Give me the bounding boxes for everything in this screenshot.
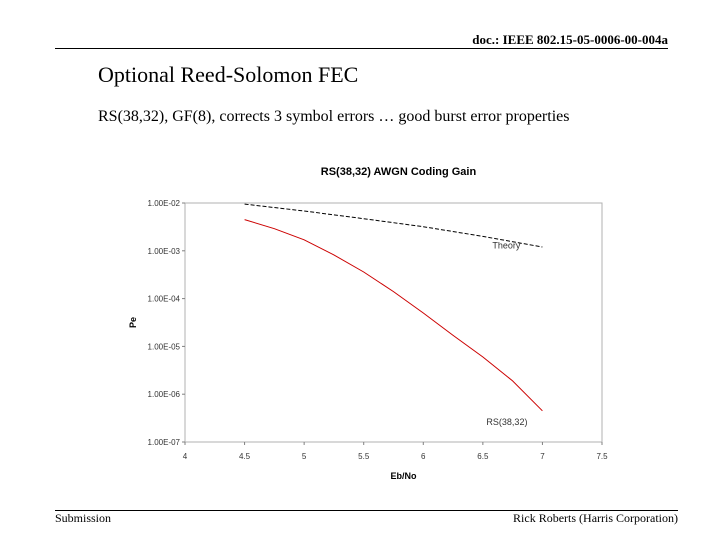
y-tick-label: 1.00E-05 [148,342,181,351]
x-axis-label: Eb/No [391,471,418,481]
y-tick-label: 1.00E-02 [148,199,181,208]
x-tick-label: 7 [540,452,545,461]
coding-gain-chart: 1.00E-02 1.00E-03 1.00E-04 1.00E-05 1.00E-06… [120,155,630,495]
x-tick-label: 5.5 [358,452,370,461]
series-line-rs-38-32 [244,219,543,412]
x-tick-label: 4.5 [239,452,251,461]
chart-title: RS(38,32) AWGN Coding Gain [321,166,477,178]
slide-subtitle: RS(38,32), GF(8), corrects 3 symbol erro… [98,108,570,125]
y-tick-label: 1.00E-06 [148,390,181,399]
chart-svg: 1.00E-02 1.00E-03 1.00E-04 1.00E-05 1.00E-06… [128,166,608,481]
x-tick-label: 4 [183,452,188,461]
footer-submission: Submission [55,511,112,525]
x-tick-label: 7.5 [596,452,608,461]
annotation-rs: RS(38,32) [486,417,527,427]
slide-title: Optional Reed-Solomon FEC [98,62,359,87]
annotation-theory: Theory [492,240,521,250]
y-tick-label: 1.00E-07 [148,438,181,447]
x-tick-label: 6 [421,452,426,461]
y-tick-label: 1.00E-04 [148,295,181,304]
x-tick-label: 5 [302,452,307,461]
footer-divider [55,510,678,511]
y-axis-label: Pe [128,317,138,328]
header-divider [55,48,668,49]
y-tick-label: 1.00E-03 [148,247,181,256]
plot-area [184,202,603,443]
document-id: doc.: IEEE 802.15-05-0006-00-004a [472,32,668,47]
x-tick-label: 6.5 [477,452,489,461]
series-line-theory [244,203,543,248]
footer-author: Rick Roberts (Harris Corporation) [513,511,678,525]
